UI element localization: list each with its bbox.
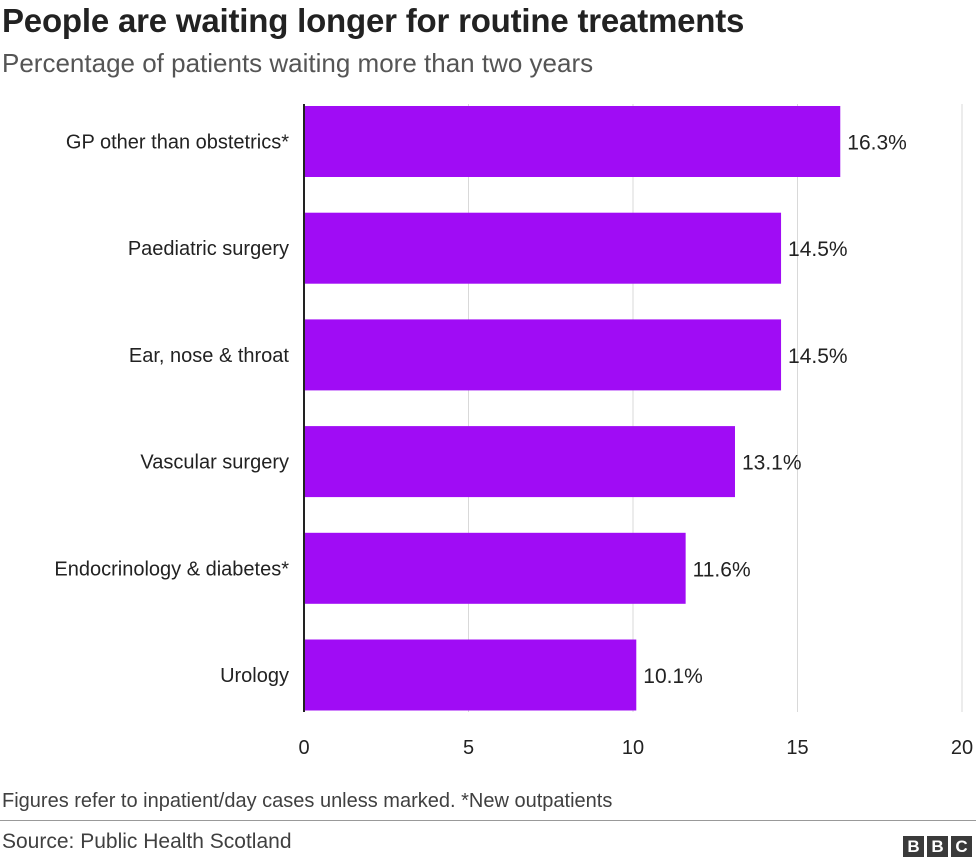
category-label: Ear, nose & throat — [129, 345, 290, 367]
value-label: 11.6% — [693, 558, 751, 581]
footer-divider — [0, 820, 976, 821]
x-tick-label: 20 — [951, 737, 973, 759]
category-label: Urology — [220, 665, 289, 687]
logo-letter: B — [927, 836, 948, 857]
x-tick-label: 5 — [463, 737, 474, 759]
logo-letter: B — [903, 836, 924, 857]
bar — [304, 212, 782, 284]
category-label: Paediatric surgery — [128, 238, 289, 260]
chart-title: People are waiting longer for routine tr… — [2, 2, 745, 39]
footnote: Figures refer to inpatient/day cases unl… — [2, 790, 613, 812]
bar — [304, 426, 735, 498]
logo-letter: C — [951, 836, 972, 857]
x-tick-label: 10 — [622, 737, 644, 759]
category-label: GP other than obstetrics* — [66, 132, 289, 154]
chart-subtitle: Percentage of patients waiting more than… — [2, 48, 594, 78]
bar — [304, 319, 782, 391]
category-label: Vascular surgery — [140, 452, 289, 474]
value-label: 10.1% — [643, 665, 703, 688]
value-label: 13.1% — [742, 452, 802, 475]
bar-chart: GP other than obstetrics* 16.3% Paediatric… — [54, 104, 973, 759]
value-label: 16.3% — [847, 132, 907, 155]
bbc-logo: B B C — [903, 836, 972, 857]
value-label: 14.5% — [788, 345, 848, 368]
category-label: Endocrinology & diabetes* — [54, 558, 289, 580]
source-credit: Source: Public Health Scotland — [2, 830, 292, 853]
bar — [304, 106, 841, 177]
x-tick-label: 15 — [786, 737, 808, 759]
x-tick-label: 0 — [298, 737, 309, 759]
value-label: 14.5% — [788, 238, 848, 261]
bar — [304, 639, 637, 711]
bar — [304, 532, 686, 604]
